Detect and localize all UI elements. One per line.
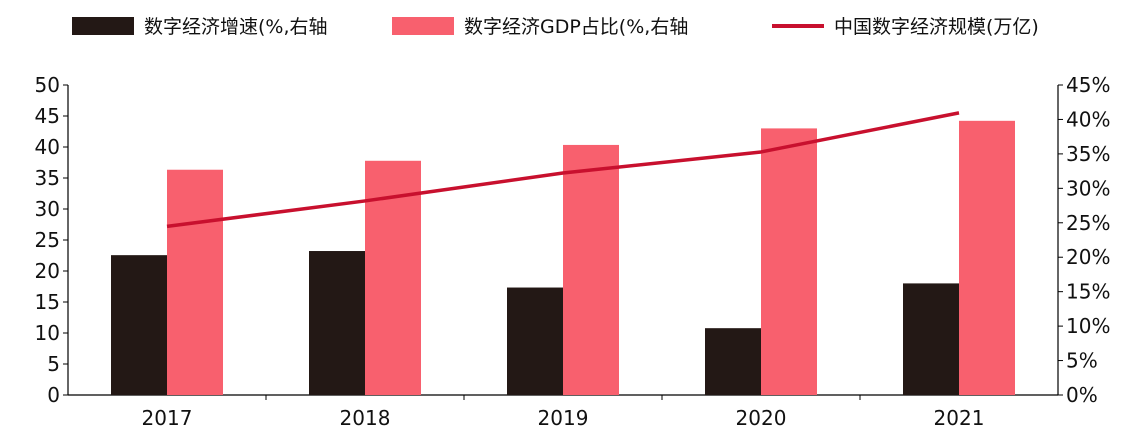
bar-gdp-share-2020 [761, 128, 817, 395]
x-tick-label: 2019 [538, 406, 589, 430]
legend-item-growth: 数字经济增速(%,右轴 [72, 12, 328, 39]
legend-label-growth: 数字经济增速(%,右轴 [144, 16, 328, 38]
left-tick-label: 35 [35, 166, 60, 190]
legend-label-gdp-share: 数字经济GDP占比(%,右轴 [464, 16, 689, 38]
legend-label-scale: 中国数字经济规模(万亿) [834, 16, 1039, 38]
legend-swatch-growth [72, 16, 134, 35]
right-tick-label: 40% [1066, 107, 1110, 131]
right-tick-label: 20% [1066, 245, 1110, 269]
right-tick-label: 10% [1066, 314, 1110, 338]
right-tick-label: 30% [1066, 176, 1110, 200]
legend-item-gdp-share: 数字经济GDP占比(%,右轴 [392, 12, 688, 39]
left-tick-label: 0 [47, 383, 60, 407]
bar-gdp-share-2017 [167, 169, 223, 395]
bar-gdp-share-2021 [959, 120, 1015, 396]
chart-legend: 数字经济增速(%,右轴 数字经济GDP占比(%,右轴 中国数字经济规模(万亿) [0, 6, 1140, 46]
left-tick-label: 45 [35, 104, 60, 128]
bar-growth-2021 [903, 283, 959, 395]
right-tick-label: 5% [1066, 349, 1098, 373]
legend-item-scale: 中国数字经济规模(万亿) [772, 12, 1039, 39]
left-tick-label: 50 [35, 73, 60, 97]
right-tick-label: 35% [1066, 142, 1110, 166]
right-tick-label: 45% [1066, 73, 1110, 97]
legend-swatch-gdp-share [392, 16, 454, 35]
right-tick-label: 15% [1066, 280, 1110, 304]
x-tick-label: 2020 [736, 406, 787, 430]
left-tick-label: 25 [35, 228, 60, 252]
bar-growth-2020 [705, 328, 761, 395]
right-tick-label: 0% [1066, 383, 1098, 407]
x-tick-label: 2018 [340, 406, 391, 430]
bar-gdp-share-2019 [563, 144, 619, 395]
left-tick-label: 5 [47, 352, 60, 376]
left-tick-label: 10 [35, 321, 60, 345]
left-tick-label: 15 [35, 290, 60, 314]
left-tick-label: 20 [35, 259, 60, 283]
legend-swatch-scale [772, 23, 824, 28]
right-tick-label: 25% [1066, 211, 1110, 235]
bar-growth-2017 [111, 255, 167, 395]
bar-growth-2018 [309, 251, 365, 395]
left-tick-label: 40 [35, 135, 60, 159]
x-tick-label: 2017 [142, 406, 193, 430]
x-tick-label: 2021 [934, 406, 985, 430]
left-tick-label: 30 [35, 197, 60, 221]
bar-growth-2019 [507, 287, 563, 395]
